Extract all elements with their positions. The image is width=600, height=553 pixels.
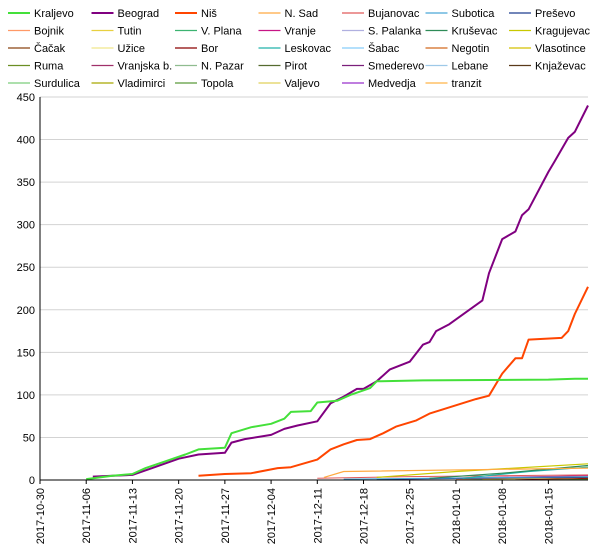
x-tick-label: 2017-12-25 [405,488,417,544]
legend-label-n-pazar: N. Pazar [201,61,244,73]
y-tick-label: 100 [17,390,35,402]
series-line-bujanovac [317,474,589,479]
legend-label-kragujevac: Kragujevac [535,26,591,38]
y-tick-label: 0 [29,475,35,487]
legend-label-vladimirci: Vladimirci [118,78,166,90]
legend-label-bor: Bor [201,43,218,55]
y-tick-label: 50 [23,432,35,444]
y-tick-label: 350 [17,177,35,189]
legend-label-lebane: Lebane [452,61,489,73]
x-tick-label: 2017-12-11 [312,488,324,543]
legend-label-knjazevac: Knjaževac [535,61,586,73]
legend-label-surdulica: Surdulica [34,78,81,90]
legend-label-presevo: Preševo [535,8,575,20]
x-tick-label: 2018-01-08 [497,488,509,544]
legend-label-bojnik: Bojnik [34,26,64,38]
legend-label-sabac: Šabac [368,42,400,55]
legend-label-s-palanka: S. Palanka [368,26,422,38]
legend-label-vranje: Vranje [285,26,316,38]
y-tick-label: 400 [17,135,35,147]
axes [39,97,588,481]
y-tick-label: 300 [17,220,35,232]
x-tick-label: 2017-11-20 [174,488,186,543]
x-tick-label: 2018-01-01 [451,488,463,544]
legend-label-nis: Niš [201,8,217,20]
y-axis-ticks: 0 50 100 150 200 250 300 350 400 450 [17,92,35,487]
legend-label-topola: Topola [201,78,234,90]
legend-label-v-plana: V. Plana [201,26,242,38]
legend: Kraljevo Beograd Niš N. Sad Bujanovac Subotic… [8,8,591,90]
y-tick-label: 200 [17,305,35,317]
legend-label-tutin: Tutin [118,26,142,38]
x-tick-label: 2017-12-18 [359,488,371,544]
series-line-kragujevac [376,463,589,478]
x-axis-ticks: 2017-10-30 2017-11-06 2017-11-13 2017-11-20… [35,480,555,544]
x-tick-label: 2017-11-06 [81,488,93,543]
legend-label-smederevo: Smederevo [368,61,424,73]
series-line-beograd [92,105,589,478]
legend-label-subotica: Subotica [452,8,496,20]
x-tick-label: 2017-11-27 [220,488,232,543]
series-line-n-sad [323,467,589,478]
legend-label-vlasotince: Vlasotince [535,43,586,55]
legend-label-ruma: Ruma [34,61,64,73]
legend-label-kraljevo: Kraljevo [34,8,74,20]
x-tick-label: 2018-01-15 [543,488,555,544]
y-tick-label: 250 [17,262,35,274]
legend-label-uzice: Užice [118,43,146,55]
legend-label-leskovac: Leskovac [285,43,332,55]
legend-label-medvedja: Medvedja [368,78,417,90]
plot-area [86,105,589,481]
legend-label-vranjska-b: Vranjska b. [118,61,173,73]
series-line-kraljevo [86,377,588,481]
x-tick-label: 2017-10-30 [35,488,47,544]
x-tick-label: 2017-11-13 [127,488,139,543]
legend-label-krusevac: Kruševac [452,26,498,38]
y-tick-label: 150 [17,347,35,359]
legend-label-beograd: Beograd [118,8,160,20]
y-tick-label: 450 [17,92,35,104]
legend-label-valjevo: Valjevo [285,78,320,90]
x-tick-label: 2017-12-04 [266,488,278,544]
legend-label-tranzit: tranzit [452,78,482,90]
legend-label-negotin: Negotin [452,43,490,55]
legend-label-pirot: Pirot [285,61,308,73]
legend-label-bujanovac: Bujanovac [368,8,420,20]
series-line-nis [198,286,589,477]
legend-label-cacak: Čačak [34,42,66,55]
legend-label-n-sad: N. Sad [285,8,319,20]
